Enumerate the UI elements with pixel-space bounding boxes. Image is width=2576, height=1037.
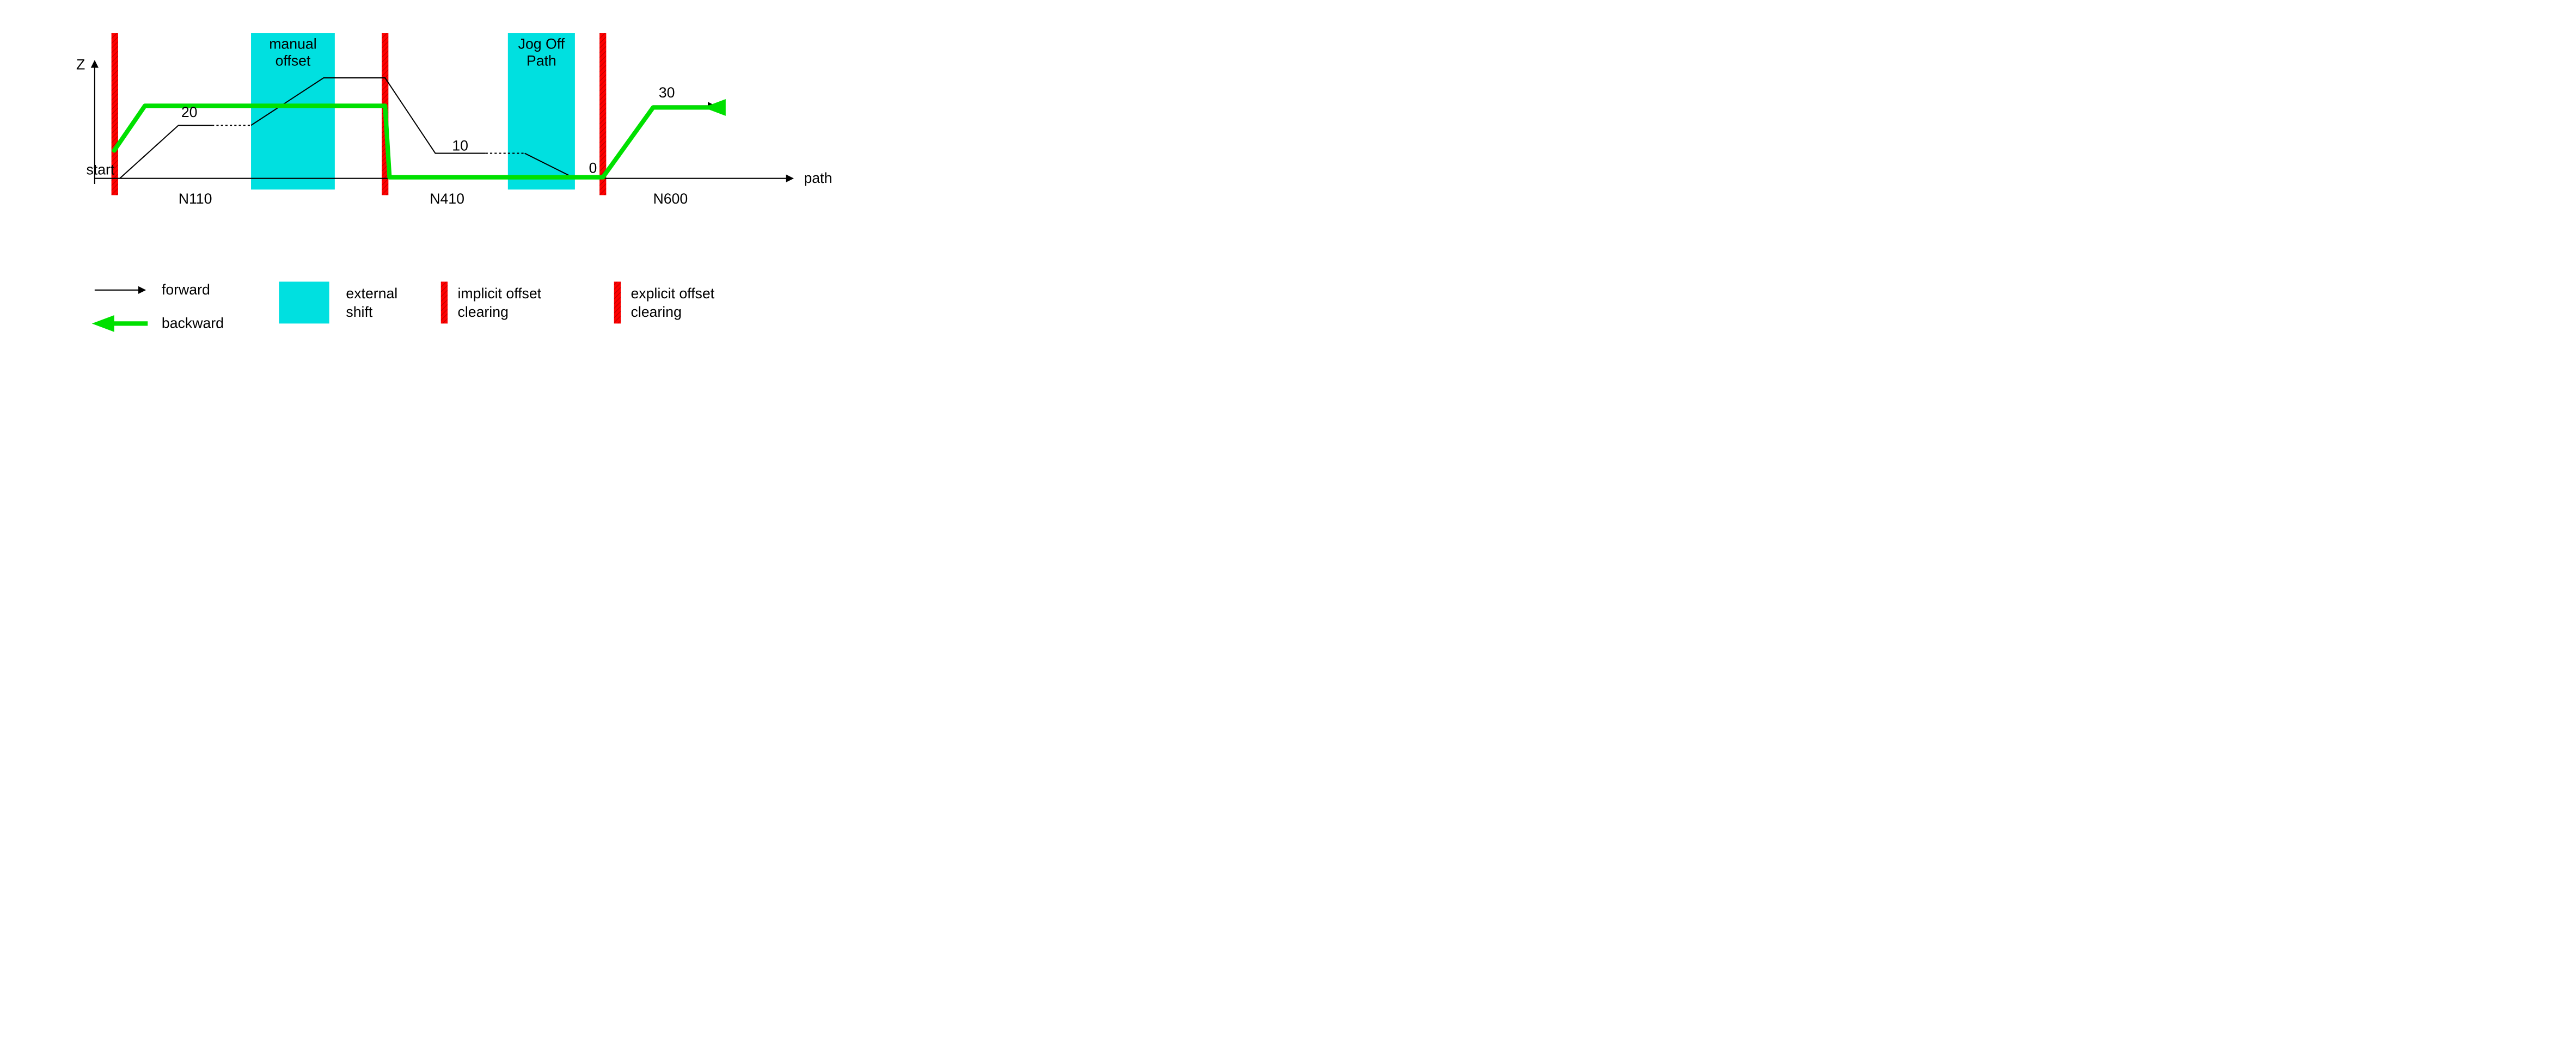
block-n600: N600 [653, 191, 688, 207]
y-axis-label: Z [76, 57, 85, 73]
legend-backward-label: backward [162, 315, 224, 332]
legend-implicit-2: clearing [458, 304, 509, 320]
backward-path [114, 99, 726, 177]
region-label-manual-1: manual [269, 36, 316, 52]
region-label-jog-2: Path [527, 53, 556, 69]
value-10: 10 [452, 137, 468, 154]
legend-region-icon [279, 281, 329, 323]
axes [95, 61, 793, 184]
legend-explicit-1: explicit offset [631, 285, 714, 302]
forward-path [120, 78, 714, 179]
block-n410: N410 [430, 191, 464, 207]
legend-external-1: external [346, 285, 397, 302]
value-0: 0 [589, 159, 597, 176]
value-20: 20 [181, 104, 198, 120]
legend: forward backward external shift implicit… [92, 281, 715, 332]
value-30: 30 [659, 84, 675, 101]
diagram-svg: manual offset Jog Off Path Z path start [11, 11, 882, 368]
x-axis-label: path [804, 170, 832, 186]
block-n110: N110 [179, 191, 212, 207]
legend-implicit-1: implicit offset [458, 285, 542, 302]
legend-explicit-icon [614, 281, 621, 323]
legend-implicit-icon [441, 281, 448, 323]
legend-explicit-2: clearing [631, 304, 681, 320]
origin-label: start [86, 162, 114, 178]
legend-external-2: shift [346, 304, 372, 320]
region-label-jog-1: Jog Off [518, 36, 565, 52]
diagram-container: manual offset Jog Off Path Z path start [11, 11, 882, 368]
legend-forward-label: forward [162, 281, 210, 298]
region-label-manual-2: offset [276, 53, 311, 69]
